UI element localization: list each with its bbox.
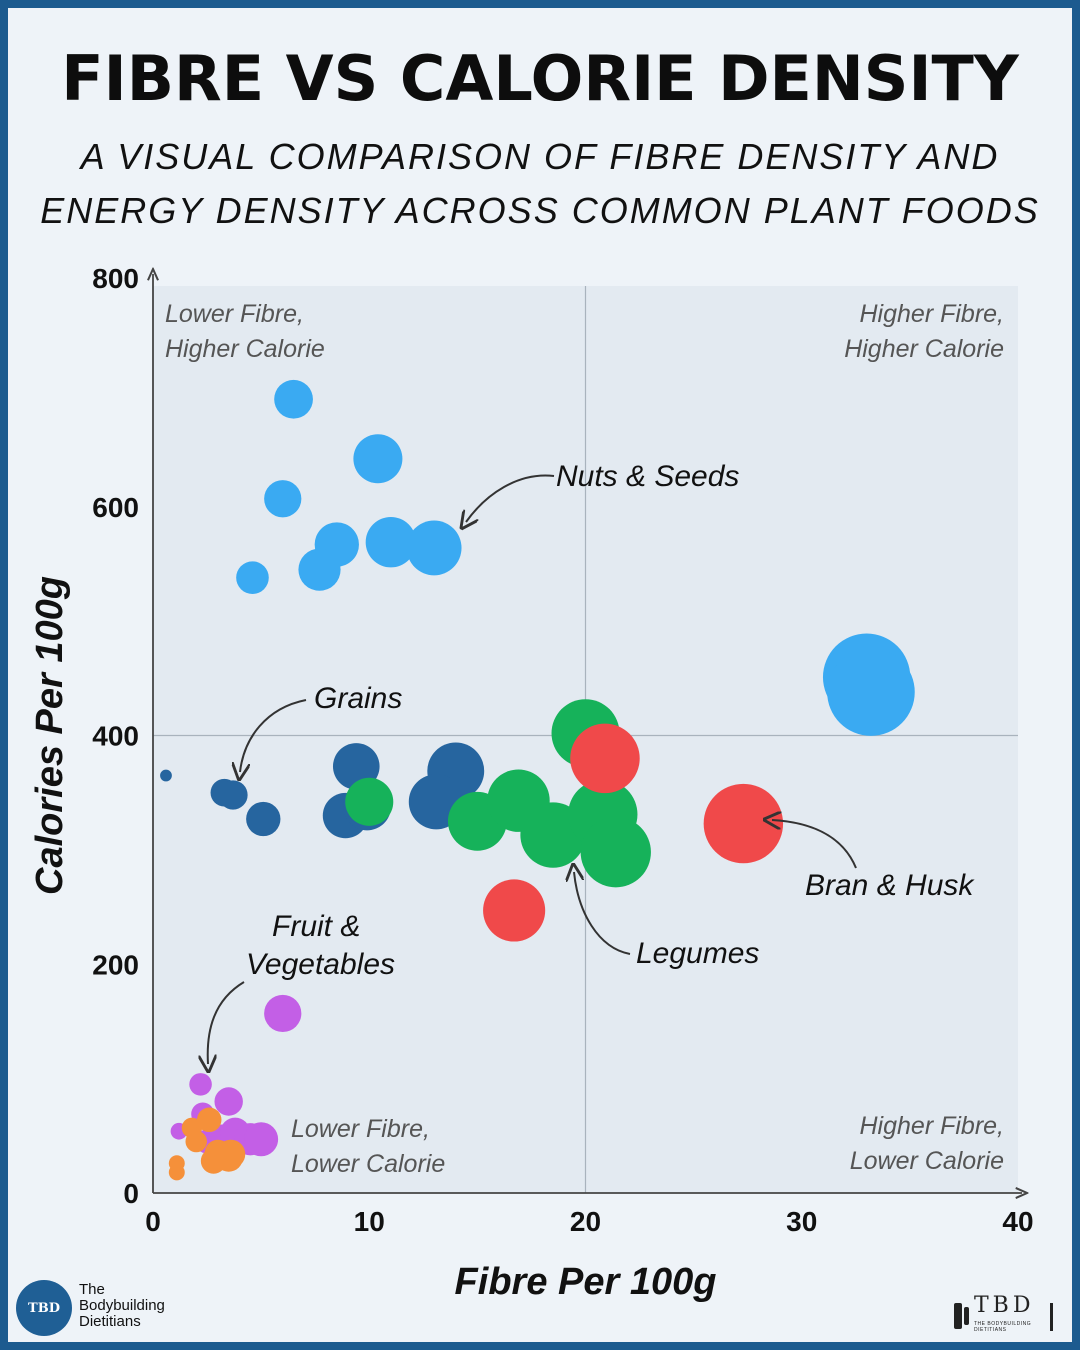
brand-name-line-3: Dietitians: [79, 1313, 141, 1330]
data-point: [264, 480, 302, 518]
x-tick-label: 40: [1002, 1206, 1033, 1237]
quadrant-label: Lower Calorie: [850, 1147, 1004, 1175]
quadrant-label: Lower Fibre,: [291, 1115, 430, 1143]
x-axis-label: Fibre Per 100g: [455, 1261, 717, 1303]
brand-name: The Bodybuilding Dietitians: [79, 1282, 165, 1330]
group-label-fruit-veg-line2: Vegetables: [246, 948, 395, 981]
y-tick-label: 400: [92, 721, 139, 752]
brand-badge: TBD: [16, 1280, 72, 1336]
grains-arrow: [240, 699, 307, 772]
y-tick-label: 600: [92, 492, 139, 523]
data-point: [365, 516, 417, 568]
subtitle-line-2: ENERGY DENSITY ACROSS COMMON PLANT FOODS: [40, 190, 1040, 231]
data-point: [274, 379, 313, 419]
data-point: [185, 1130, 207, 1153]
data-point: [244, 1122, 279, 1157]
data-point: [298, 548, 341, 591]
data-point: [580, 817, 651, 888]
x-tick-label: 10: [354, 1206, 385, 1237]
quadrant-label: Higher Fibre,: [860, 1112, 1005, 1140]
data-point: [246, 801, 281, 837]
brand-wordmark: TBD: [974, 1293, 1035, 1318]
group-label-bran-husk: Bran & Husk: [805, 869, 975, 902]
data-point: [827, 648, 915, 736]
infographic-frame: FIBRE VS CALORIE DENSITY A VISUAL COMPAR…: [8, 8, 1072, 1342]
y-tick-label: 800: [92, 263, 139, 294]
data-point: [196, 1107, 222, 1133]
data-point: [406, 520, 462, 576]
data-point: [483, 879, 546, 942]
fruit-veg-arrow: [208, 981, 245, 1064]
fork-icon: [1050, 1303, 1053, 1331]
x-tick-label: 20: [570, 1206, 601, 1237]
group-label-legumes: Legumes: [636, 937, 759, 970]
data-point: [214, 1087, 243, 1116]
data-point: [218, 780, 248, 810]
dumbbell-plate-icon: [964, 1307, 969, 1325]
subtitle-line-1: A VISUAL COMPARISON OF FIBRE DENSITY AND: [80, 136, 1000, 177]
group-label-grains: Grains: [314, 682, 402, 715]
group-label-fruit-veg-line1: Fruit &: [272, 910, 360, 943]
data-point: [264, 994, 302, 1033]
brand-name-line-2: Bodybuilding: [79, 1297, 165, 1314]
x-tick-label: 0: [145, 1206, 161, 1237]
bran-husk-arrow: [772, 820, 857, 869]
nuts-seeds-arrow: [466, 474, 555, 522]
data-point: [216, 1139, 246, 1169]
data-point: [353, 434, 403, 484]
data-point: [168, 1164, 185, 1181]
dumbbell-icon: [954, 1303, 962, 1329]
legumes-arrow: [574, 872, 631, 955]
data-point: [345, 777, 394, 826]
quadrant-label: Higher Fibre,: [860, 300, 1005, 328]
data-point: [703, 783, 784, 864]
data-point: [189, 1073, 212, 1096]
page-title: FIBRE VS CALORIE DENSITY: [61, 42, 1019, 115]
x-tick-label: 30: [786, 1206, 817, 1237]
quadrant-label: Higher Calorie: [844, 335, 1004, 363]
y-axis-label: Calories Per 100g: [29, 576, 71, 895]
quadrant-label: Higher Calorie: [165, 335, 325, 363]
data-point: [570, 723, 640, 794]
brand-name-line-1: The: [79, 1281, 105, 1298]
y-tick-label: 0: [123, 1178, 139, 1209]
data-point: [236, 561, 269, 594]
group-label-nuts-seeds: Nuts & Seeds: [556, 460, 739, 493]
data-point: [160, 769, 172, 782]
quadrant-label: Lower Fibre,: [165, 300, 304, 328]
y-tick-label: 200: [92, 949, 139, 980]
quadrant-label: Lower Calorie: [291, 1150, 445, 1178]
brand-logo-right: TBD THE BODYBUILDING DIETITIANS: [952, 1293, 1062, 1333]
brand-logo-left: TBD The Bodybuilding Dietitians: [16, 1278, 216, 1338]
brand-tagline: THE BODYBUILDING DIETITIANS: [974, 1321, 1032, 1333]
